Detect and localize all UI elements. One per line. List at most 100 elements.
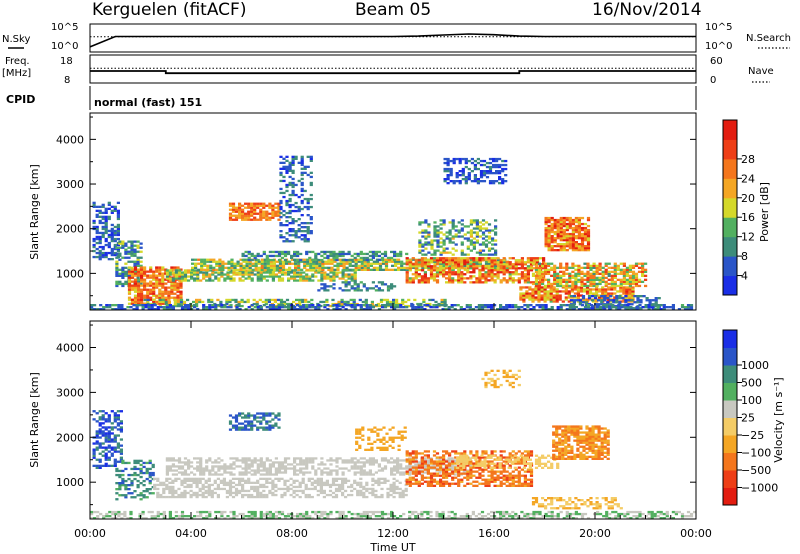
power-cell [402,306,406,309]
power-cell [472,227,476,230]
power-cell [285,183,289,187]
power-cell [571,262,575,265]
power-cell [568,220,572,224]
power-cell [356,287,360,290]
power-cell [317,304,321,307]
power-cell [133,278,138,281]
power-cell [475,219,479,222]
power-cell [231,298,235,302]
power-cell [494,231,498,234]
power-cell [393,254,397,258]
power-cell [256,252,260,256]
power-cell [574,216,578,220]
power-cell [582,290,587,293]
velocity-cell [344,489,348,493]
power-cell [199,271,203,274]
power-cell [478,279,482,282]
power-cell [317,289,321,292]
power-cell [209,260,213,263]
power-cell [130,252,134,255]
power-cell [253,208,257,211]
power-cell [309,183,313,187]
velocity-cell [101,464,105,467]
power-cell [95,247,99,251]
power-cell [620,304,624,307]
power-cell [460,253,464,256]
power-cell [203,260,207,263]
velocity-cell [162,495,166,499]
power-cell [475,227,479,230]
power-cell [506,266,510,269]
velocity-cell [180,493,184,497]
power-cell [546,296,550,299]
power-cell [622,290,626,293]
power-cell [350,254,354,258]
velocity-cell [171,487,175,491]
velocity-cell [199,465,203,468]
power-cell [164,290,168,293]
velocity-cell [359,491,363,495]
power-cell [300,226,304,229]
power-cell [574,272,578,275]
velocity-cell [344,481,348,484]
power-cell [454,225,458,228]
power-cell [417,273,421,276]
power-cell [547,239,551,242]
power-cell [265,214,269,217]
power-cell [619,280,623,283]
velocity-cell [241,471,245,474]
power-cell [353,281,357,284]
power-cell [565,218,569,222]
power-cell [494,219,498,222]
power-cell [635,308,639,311]
power-cell [153,304,157,307]
power-cell [161,294,165,297]
power-cell [450,304,454,307]
power-cell [329,275,333,278]
power-cell [127,270,132,273]
power-cell [413,298,417,302]
velocity-cell [219,479,223,482]
power-cell [577,274,581,277]
power-cell [149,274,153,277]
power-cell [562,280,566,283]
power-cell [469,241,473,244]
velocity-cell [222,483,226,487]
power-cell [469,267,473,270]
power-cell [239,264,243,267]
velocity-cell [156,495,160,499]
power-cell [424,253,428,256]
power-cell [259,273,263,276]
power-cell [562,274,566,277]
velocity-cell [118,475,122,479]
power-cell [571,239,575,242]
power-cell [288,262,292,265]
velocity-cell [253,473,257,476]
velocity-cell [148,488,152,491]
power-cell [604,284,608,288]
power-cell [146,300,150,303]
velocity-cell [368,487,372,491]
power-cell [337,302,341,306]
velocity-cell [153,483,157,487]
power-cell [451,279,455,282]
velocity-cell [121,477,125,481]
power-cell [484,277,488,280]
velocity-cell [223,471,227,474]
power-cell [574,284,578,288]
power-cell [439,261,443,264]
power-cell [390,306,394,309]
velocity-cell [307,487,311,491]
power-cell [631,300,635,303]
power-cell [436,235,440,238]
power-cell [371,254,375,258]
power-cell [626,306,630,309]
power-cell [448,269,452,272]
power-cell [458,157,462,161]
power-cell [180,275,185,278]
power-cell [556,308,560,311]
power-cell [595,270,599,273]
power-cell [496,271,500,274]
power-cell [466,225,470,228]
velocity-cell [325,493,329,497]
